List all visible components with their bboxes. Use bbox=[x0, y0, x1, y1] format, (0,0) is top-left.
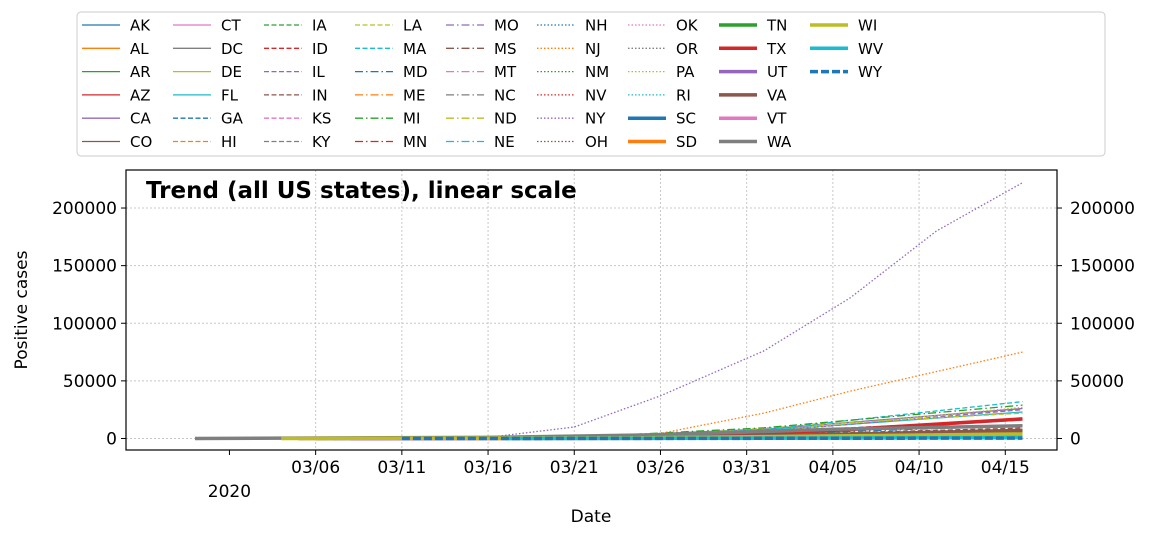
series-line-mi bbox=[401, 404, 1023, 440]
legend-label: IN bbox=[312, 86, 328, 104]
legend-label: OK bbox=[676, 17, 699, 35]
legend-label: AL bbox=[130, 40, 149, 58]
legend-label: CA bbox=[130, 110, 151, 128]
legend: AK AL AR AZ CA CO CT DC DE FL GA HI IA ID IL IN KS KY LA MA… bbox=[76, 11, 1106, 157]
x-tick-label: 03/31 bbox=[722, 458, 771, 478]
x-axis-ticks: 03/06 03/11 03/16 03/21 03/26 03/31 04/05 04/10… bbox=[208, 450, 1030, 502]
legend-label: WA bbox=[767, 133, 792, 151]
legend-label: PA bbox=[676, 63, 695, 81]
y-axis-ticks: 0 0 50000 50000 100000 100000 150000 150000 2000… bbox=[52, 199, 1135, 449]
y-axis-label: Positive cases bbox=[12, 250, 32, 369]
series-line-nj bbox=[281, 351, 1023, 440]
y-tick-label-left: 150000 bbox=[52, 257, 117, 277]
legend-label: LA bbox=[403, 17, 423, 35]
x-tick-label: 04/10 bbox=[895, 458, 944, 478]
legend-label: UT bbox=[767, 63, 788, 81]
legend-label: AR bbox=[130, 63, 151, 81]
legend-label: KS bbox=[312, 110, 331, 128]
y-tick-label-right: 0 bbox=[1070, 429, 1081, 449]
legend-label: AK bbox=[130, 17, 151, 35]
legend-label: SD bbox=[676, 133, 697, 151]
legend-label: VT bbox=[767, 110, 787, 128]
legend-label: IA bbox=[312, 17, 327, 35]
x-tick-label: 03/06 bbox=[291, 458, 340, 478]
legend-label: CO bbox=[130, 133, 152, 151]
y-tick-label-left: 0 bbox=[106, 429, 117, 449]
x-tick-label: 03/26 bbox=[636, 458, 685, 478]
series-line-ny bbox=[281, 182, 1023, 440]
legend-label: WY bbox=[858, 63, 883, 81]
legend-label: FL bbox=[221, 86, 239, 104]
legend-label: HI bbox=[221, 133, 237, 151]
legend-label: MD bbox=[403, 63, 428, 81]
legend-label: KY bbox=[312, 133, 331, 151]
legend-label: DC bbox=[221, 40, 243, 58]
legend-label: OH bbox=[585, 133, 608, 151]
legend-label: ME bbox=[403, 86, 425, 104]
legend-label: NH bbox=[585, 17, 608, 35]
x-tick-label: 03/21 bbox=[550, 458, 599, 478]
legend-label: AZ bbox=[130, 86, 151, 104]
legend-label: DE bbox=[221, 63, 242, 81]
legend-label: CT bbox=[221, 17, 241, 35]
legend-label: TX bbox=[766, 40, 786, 58]
legend-label: WI bbox=[858, 17, 877, 35]
y-tick-label-right: 150000 bbox=[1070, 257, 1135, 277]
legend-label: OR bbox=[676, 40, 698, 58]
y-tick-label-right: 200000 bbox=[1070, 199, 1135, 219]
x-axis-label: Date bbox=[571, 507, 612, 527]
series-layer bbox=[194, 182, 1023, 441]
legend-label: ND bbox=[494, 110, 517, 128]
legend-label: IL bbox=[312, 63, 325, 81]
legend-label: GA bbox=[221, 110, 244, 128]
legend-label: NJ bbox=[585, 40, 601, 58]
legend-label: ID bbox=[312, 40, 328, 58]
chart-title: Trend (all US states), linear scale bbox=[146, 178, 577, 204]
legend-label: MT bbox=[494, 63, 517, 81]
legend-label: SC bbox=[676, 110, 696, 128]
axes-frame bbox=[125, 169, 1058, 451]
x-year-label: 2020 bbox=[208, 482, 251, 502]
legend-label: MO bbox=[494, 17, 519, 35]
legend-label: MN bbox=[403, 133, 427, 151]
x-tick-label: 03/16 bbox=[464, 458, 513, 478]
y-tick-label-left: 100000 bbox=[52, 314, 117, 334]
legend-label: MS bbox=[494, 40, 516, 58]
legend-label: VA bbox=[767, 86, 787, 104]
grid bbox=[126, 170, 1057, 450]
legend-label: RI bbox=[676, 86, 691, 104]
legend-label: WV bbox=[858, 40, 884, 58]
legend-label: NC bbox=[494, 86, 516, 104]
legend-label: NY bbox=[585, 110, 606, 128]
legend-label: MI bbox=[403, 110, 420, 128]
legend-label: MA bbox=[403, 40, 427, 58]
x-tick-label: 04/15 bbox=[981, 458, 1030, 478]
legend-label: NM bbox=[585, 63, 609, 81]
y-tick-label-right: 50000 bbox=[1070, 372, 1124, 392]
y-tick-label-left: 50000 bbox=[63, 372, 117, 392]
y-tick-label-left: 200000 bbox=[52, 199, 117, 219]
x-tick-label: 04/05 bbox=[808, 458, 857, 478]
y-tick-label-right: 100000 bbox=[1070, 314, 1135, 334]
x-tick-label: 03/11 bbox=[377, 458, 426, 478]
legend-label: TN bbox=[766, 17, 787, 35]
legend-label: NV bbox=[585, 86, 607, 104]
legend-label: NE bbox=[494, 133, 515, 151]
